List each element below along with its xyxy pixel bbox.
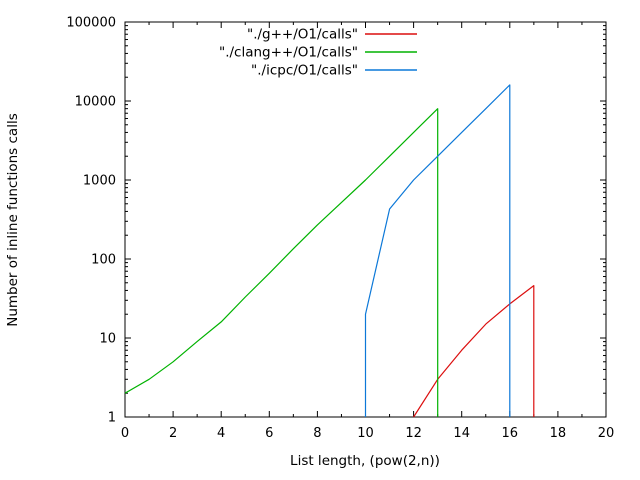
series-lines [124,84,535,418]
legend-label-gpp: "./g++/O1/calls" [247,27,358,43]
x-tick-label: 6 [265,426,273,441]
y-tick-label: 1000 [83,174,116,189]
x-axis-label: List length, (pow(2,n)) [290,453,440,469]
x-tick-label: 16 [502,426,519,441]
series-line-clangpp [124,108,439,417]
y-tick-label: 100000 [66,16,116,31]
legend: "./g++/O1/calls" "./clang++/O1/calls" ".… [219,27,417,79]
legend-label-clangpp: "./clang++/O1/calls" [219,45,358,61]
series-line-gpp [413,285,535,418]
y-tick-label: 100 [91,253,116,268]
x-tick-label: 14 [453,426,470,441]
legend-label-icpc: "./icpc/O1/calls" [251,63,358,79]
x-tick-label: 8 [313,426,321,441]
x-tick-label: 2 [169,426,177,441]
axes: 0 2 4 6 8 10 12 14 16 18 20 1 10 100 1000 10000 100000 [66,16,614,442]
x-tick-label: 10 [357,426,374,441]
x-tick-label: 18 [550,426,567,441]
x-tick-label: 4 [217,426,225,441]
y-tick-label: 1 [108,411,116,426]
series-line-icpc [364,84,511,417]
y-tick-label: 10000 [75,95,116,110]
x-tick-label: 20 [598,426,615,441]
y-axis-label: Number of inline functions calls [5,113,21,327]
x-tick-label: 12 [405,426,422,441]
y-tick-label: 10 [99,332,116,347]
x-tick-label: 0 [121,426,129,441]
